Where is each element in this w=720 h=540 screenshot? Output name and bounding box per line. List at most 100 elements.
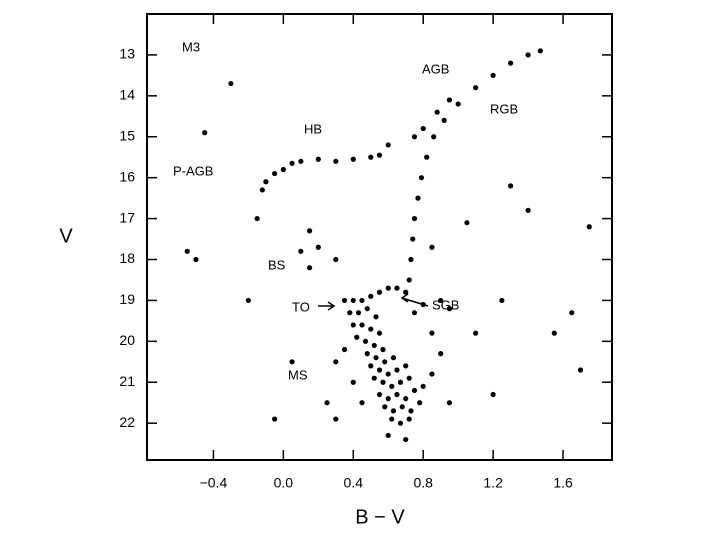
annotation: MS [288,367,308,382]
star-point [403,289,409,295]
star-point [324,400,330,406]
star-point [341,297,348,304]
star-point [446,400,453,406]
star-point [385,432,391,439]
star-point [408,408,414,414]
x-tick-label: 0.0 [274,475,294,491]
star-point [385,285,391,291]
star-point [389,383,395,389]
x-axis-label: B − V [355,506,405,528]
star-point [373,355,379,361]
y-tick-label: 18 [119,250,135,266]
star-point [429,330,435,336]
star-point [382,404,388,410]
annotation: AGB [422,61,449,76]
star-point [359,322,365,328]
star-point [438,297,444,304]
star-point [397,379,404,385]
star-point [385,142,391,148]
star-point [376,391,383,398]
star-point [390,355,397,361]
x-tick-label: 1.2 [483,475,503,491]
star-point [368,363,374,369]
star-point [280,166,286,173]
y-tick-label: 16 [119,168,135,184]
star-point [525,207,531,214]
star-point [371,342,377,349]
star-point [306,228,313,234]
star-point [355,310,362,316]
star-point [420,301,426,308]
star-point [525,52,531,58]
y-tick-label: 20 [119,332,135,348]
star-point [333,256,339,263]
x-tick-label: −0.4 [200,475,228,491]
star-point [403,363,409,369]
star-point [424,154,430,160]
star-point [371,375,377,381]
star-point [394,367,400,373]
star-point [434,109,440,115]
star-point [298,158,304,164]
star-point [417,400,423,406]
star-point [368,154,374,160]
star-point [441,117,447,123]
star-point [406,416,412,422]
star-point [406,375,412,381]
star-point [415,195,421,201]
star-point [385,396,391,402]
star-point [362,338,369,344]
y-tick-label: 14 [119,87,135,103]
star-point [411,387,418,394]
star-point [359,400,365,406]
star-point [333,359,339,365]
star-point [364,351,370,357]
star-point [368,326,374,332]
star-point [399,404,405,410]
star-point [298,248,304,254]
annotation: BS [268,257,286,272]
star-point [228,80,234,87]
annotation: M3 [182,39,200,54]
star-point [586,224,592,230]
star-point [263,179,269,185]
star-point [537,48,543,54]
star-point [429,371,435,377]
y-tick-label: 13 [119,46,135,62]
star-point [272,416,278,422]
annotation: HB [304,121,322,136]
star-point [364,306,370,312]
star-point [418,175,425,181]
star-point [420,125,426,132]
star-point [473,85,479,91]
star-point [406,277,412,283]
star-point [373,314,379,320]
star-point [333,416,339,422]
star-point [411,215,418,222]
star-point [438,351,444,357]
star-point [350,379,356,385]
star-point [385,371,391,377]
star-point [390,408,397,414]
star-point [455,101,461,107]
star-point [376,330,383,336]
star-point [359,297,365,304]
star-point [376,289,383,295]
star-point [259,187,265,193]
star-point [380,379,386,385]
star-point [473,330,479,336]
star-point [315,156,321,162]
star-point [380,346,386,353]
star-point [350,322,356,328]
star-point [184,248,190,254]
star-point [431,134,437,140]
y-tick-label: 21 [119,373,135,389]
star-point [289,359,295,365]
x-tick-label: 0.4 [344,475,364,491]
annotation: RGB [490,101,518,116]
star-point [403,396,409,402]
star-point [577,367,584,373]
star-point [508,60,514,66]
star-point [420,383,426,389]
